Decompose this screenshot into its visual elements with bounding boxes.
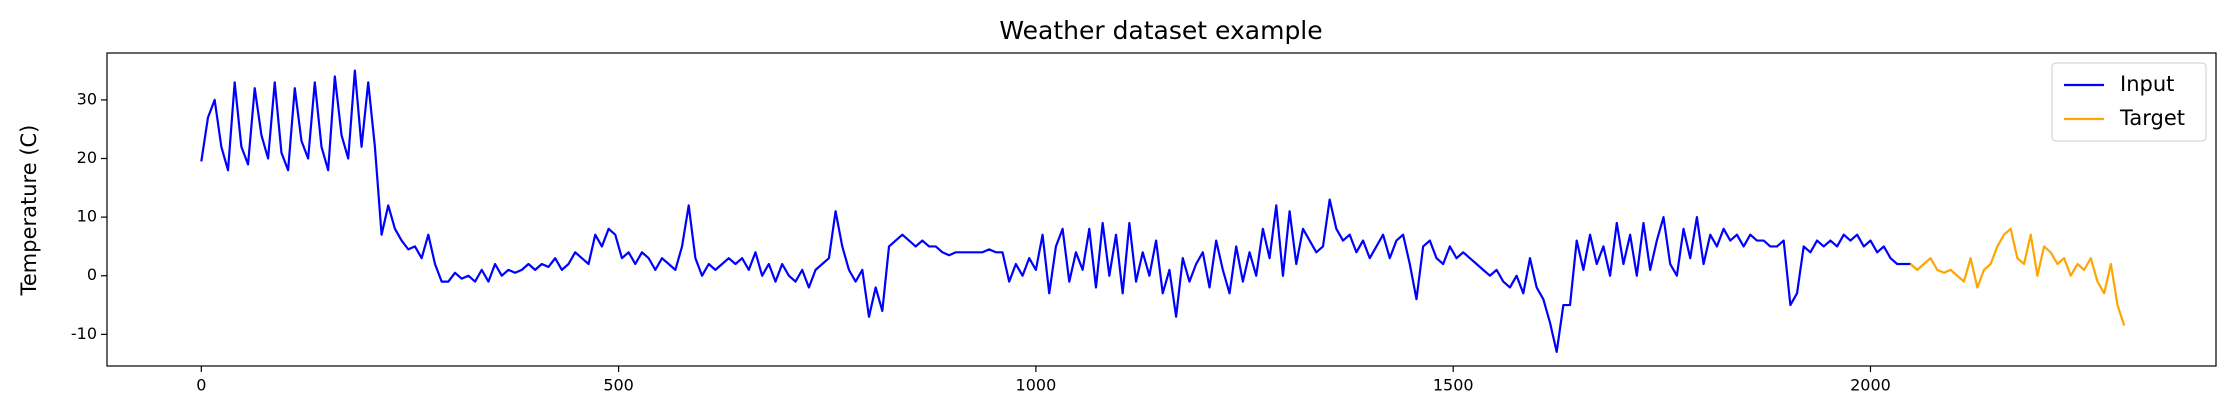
y-tick-label: 10	[77, 207, 97, 226]
plot-frame	[106, 52, 2217, 367]
x-tick-label: 500	[603, 376, 634, 395]
y-tick-label: 30	[77, 89, 97, 108]
y-tick-label: 20	[77, 148, 97, 167]
x-tick-label: 1000	[1016, 376, 1057, 395]
legend-label: Input	[2120, 72, 2174, 96]
x-tick-label: 0	[196, 376, 206, 395]
legend-box	[2051, 62, 2207, 142]
y-tick-label: -10	[71, 324, 97, 343]
legend-label: Target	[2119, 106, 2185, 130]
chart-title: Weather dataset example	[999, 16, 1322, 45]
y-axis-label: Temperature (C)	[17, 125, 41, 297]
series-line	[200, 69, 1911, 354]
y-tick-label: 0	[87, 265, 97, 284]
x-tick-label: 1500	[1433, 376, 1474, 395]
series-line	[1909, 227, 2126, 326]
x-tick-label: 2000	[1850, 376, 1891, 395]
